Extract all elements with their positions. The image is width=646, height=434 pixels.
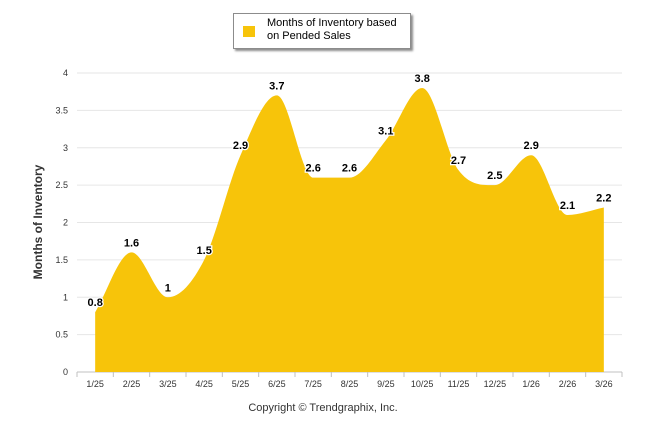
data-label: 2.2 bbox=[596, 193, 611, 205]
y-tick-label: 2 bbox=[63, 218, 68, 228]
data-label: 1 bbox=[165, 282, 171, 294]
data-label: 2.6 bbox=[342, 163, 357, 175]
x-tick-label: 4/25 bbox=[195, 379, 213, 389]
x-tick-label: 3/26 bbox=[595, 379, 613, 389]
data-label: 2.7 bbox=[451, 155, 466, 167]
y-tick-label: 2.5 bbox=[55, 180, 68, 190]
y-axis: 0 0.5 1 1.5 2 2.5 3 3.5 4 bbox=[55, 68, 68, 377]
data-label: 3.1 bbox=[378, 125, 393, 137]
y-tick-label: 0.5 bbox=[55, 330, 68, 340]
x-tick-label: 2/25 bbox=[123, 379, 141, 389]
y-tick-label: 4 bbox=[63, 68, 68, 78]
y-tick-label: 1.5 bbox=[55, 255, 68, 265]
legend-swatch bbox=[243, 26, 255, 37]
legend[interactable]: Months of Inventory based on Pended Sale… bbox=[233, 13, 411, 49]
data-label: 2.9 bbox=[524, 140, 539, 152]
y-axis-title: Months of Inventory bbox=[31, 164, 45, 280]
y-tick-label: 1 bbox=[63, 292, 68, 302]
x-tick-label: 5/25 bbox=[232, 379, 250, 389]
data-label: 1.6 bbox=[124, 237, 139, 249]
x-tick-label: 3/25 bbox=[159, 379, 177, 389]
x-axis bbox=[76, 372, 623, 377]
x-tick-label: 10/25 bbox=[411, 379, 434, 389]
data-label: 2.9 bbox=[233, 140, 248, 152]
y-tick-label: 0 bbox=[63, 367, 68, 377]
data-label: 2.5 bbox=[487, 170, 502, 182]
x-tick-label: 6/25 bbox=[268, 379, 286, 389]
x-tick-labels: 1/25 2/25 3/25 4/25 5/25 6/25 7/25 8/25 9/25 10/2… bbox=[86, 379, 612, 389]
data-label: 0.8 bbox=[88, 297, 103, 309]
x-tick-label: 7/25 bbox=[304, 379, 322, 389]
data-label: 1.5 bbox=[197, 245, 212, 257]
data-label: 3.7 bbox=[269, 80, 284, 92]
x-tick-label: 8/25 bbox=[341, 379, 359, 389]
x-tick-label: 11/25 bbox=[448, 379, 470, 389]
legend-label: Months of Inventory based on Pended Sale… bbox=[267, 17, 397, 42]
x-tick-label: 1/25 bbox=[86, 379, 104, 389]
x-tick-label: 1/26 bbox=[522, 379, 540, 389]
copyright-text: Copyright © Trendgraphix, Inc. bbox=[248, 402, 398, 414]
data-labels: 0.8 1.6 1 1.5 2.9 3.7 2.6 2.6 3.1 3.8 2.7 2.5 2.9 2.1… bbox=[86, 72, 612, 311]
x-tick-label: 2/26 bbox=[559, 379, 577, 389]
series-area bbox=[95, 87, 604, 372]
data-label: 2.1 bbox=[560, 200, 575, 212]
x-tick-label: 12/25 bbox=[484, 379, 507, 389]
x-tick-label: 9/25 bbox=[377, 379, 395, 389]
series-area-fill bbox=[95, 87, 604, 372]
y-tick-label: 3 bbox=[63, 143, 68, 153]
data-label: 2.6 bbox=[306, 163, 321, 175]
data-label: 3.8 bbox=[415, 73, 430, 85]
y-tick-label: 3.5 bbox=[55, 105, 68, 115]
